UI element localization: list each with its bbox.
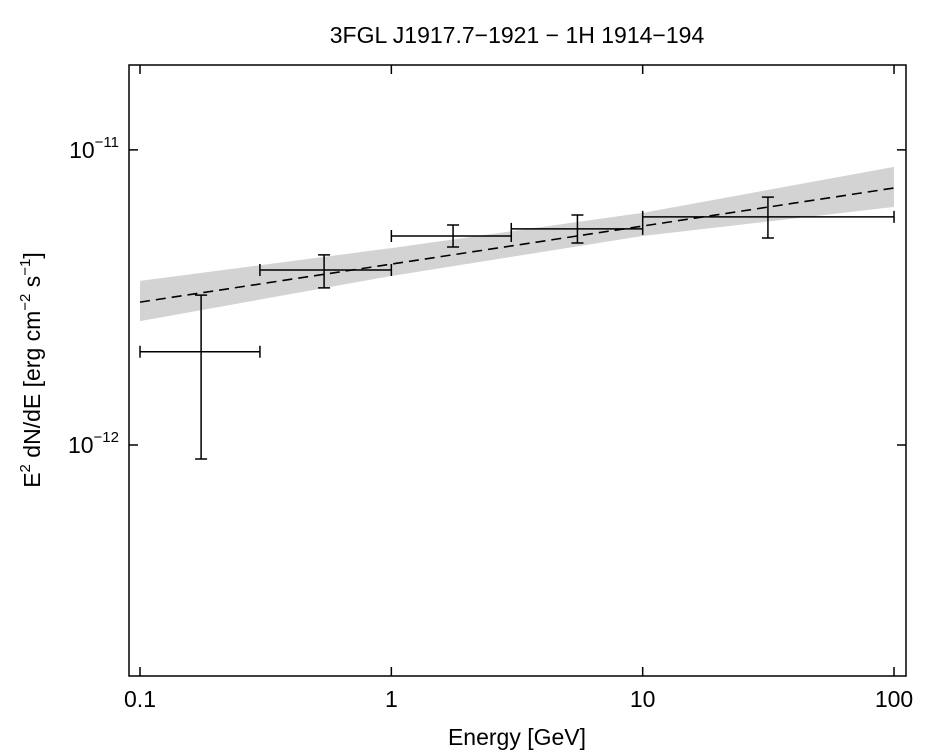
tick-exponent: −11 xyxy=(95,134,119,151)
label-exponent: −1 xyxy=(17,259,34,276)
label-text: ] xyxy=(19,252,45,258)
y-axis-label: E2 dN/dE [erg cm−2 s−1] xyxy=(17,252,45,488)
x-tick-label: 1 xyxy=(385,686,398,712)
y-tick-label: 10−12 xyxy=(68,429,119,458)
label-text: s xyxy=(19,276,45,294)
y-error-bar xyxy=(761,196,774,239)
chart-title: 3FGL J1917.7−1921 − 1H 1914−194 xyxy=(330,22,705,48)
tick-base: 10 xyxy=(69,137,95,163)
x-tick-label: 100 xyxy=(875,686,913,712)
label-exponent: 2 xyxy=(17,464,34,472)
y-error-bar xyxy=(195,294,208,460)
label-text: E xyxy=(19,472,45,487)
x-error-bar xyxy=(259,263,393,276)
tick-exponent: −12 xyxy=(94,429,119,446)
x-axis-label: Energy [GeV] xyxy=(448,724,586,750)
y-error-bar xyxy=(318,254,331,289)
x-tick-label: 10 xyxy=(630,686,656,712)
label-text: dN/dE [erg cm xyxy=(19,311,45,464)
x-tick-label: 0.1 xyxy=(124,686,156,712)
tick-base: 10 xyxy=(68,432,94,458)
y-tick-label: 10−11 xyxy=(69,134,119,163)
y-error-bar xyxy=(571,214,584,244)
confidence-band xyxy=(140,166,895,322)
label-exponent: −2 xyxy=(17,294,34,311)
x-error-bar xyxy=(139,345,261,358)
plot-frame xyxy=(128,64,907,677)
y-error-bar xyxy=(447,224,460,248)
